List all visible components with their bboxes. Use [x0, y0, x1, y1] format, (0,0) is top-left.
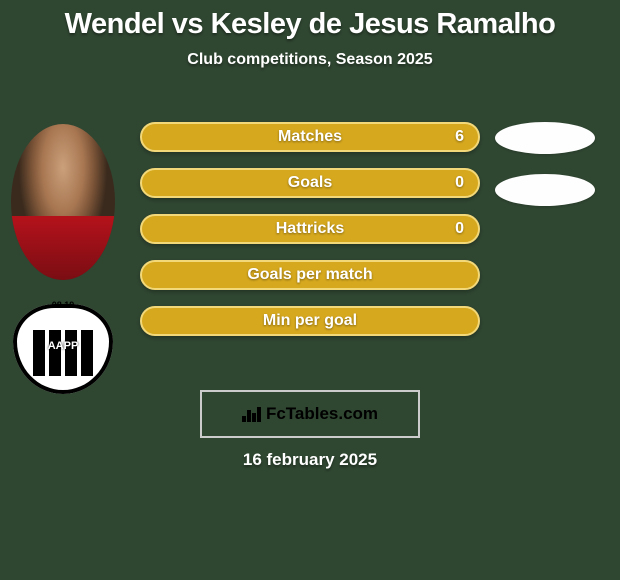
page-title: Wendel vs Kesley de Jesus Ramalho	[0, 0, 620, 41]
stat-label: Matches	[278, 128, 342, 146]
stat-label: Goals per match	[247, 266, 372, 284]
stat-bar-matches: Matches 6	[140, 122, 480, 152]
footer-date: 16 february 2025	[0, 450, 620, 470]
placeholder-oval-icon	[495, 122, 595, 154]
stat-bar-goals: Goals 0	[140, 168, 480, 198]
stats-bars: Matches 6 Goals 0 Hattricks 0 Goals per …	[140, 122, 480, 352]
stat-value: 0	[455, 174, 464, 192]
comparison-card: Wendel vs Kesley de Jesus Ramalho Club c…	[0, 0, 620, 580]
stat-label: Goals	[288, 174, 332, 192]
placeholder-oval-icon	[495, 174, 595, 206]
stat-label: Min per goal	[263, 312, 357, 330]
stat-bar-min-per-goal: Min per goal	[140, 306, 480, 336]
bar-chart-icon	[242, 406, 262, 422]
player-left-column: CAIXA ..08.19.. AAPP	[8, 124, 118, 394]
stat-label: Hattricks	[276, 220, 344, 238]
stat-bar-hattricks: Hattricks 0	[140, 214, 480, 244]
club-logo: ..08.19.. AAPP	[13, 304, 113, 394]
brand-footer[interactable]: FcTables.com	[200, 390, 420, 438]
stat-value: 0	[455, 220, 464, 238]
club-shield-icon: ..08.19.. AAPP	[13, 304, 113, 394]
club-initials: AAPP	[13, 340, 113, 352]
stat-value: 6	[455, 128, 464, 146]
club-arc-text: ..08.19..	[13, 300, 113, 310]
player-avatar: CAIXA	[11, 124, 115, 280]
subtitle: Club competitions, Season 2025	[0, 51, 620, 69]
jersey-sponsor-text: CAIXA	[35, 242, 91, 262]
player-right-column	[490, 122, 600, 226]
brand-text: FcTables.com	[266, 404, 378, 424]
stat-bar-goals-per-match: Goals per match	[140, 260, 480, 290]
